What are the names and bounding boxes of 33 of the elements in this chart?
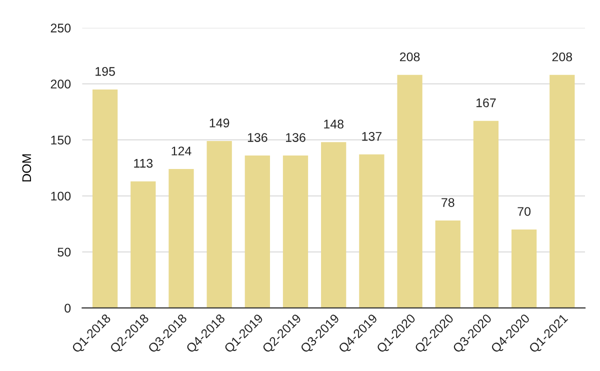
y-axis-title: DOM xyxy=(22,154,32,182)
y-tick-label: 100 xyxy=(51,192,71,201)
data-label: 208 xyxy=(400,52,420,62)
bar xyxy=(473,120,499,308)
y-tick-label: 200 xyxy=(50,80,71,88)
bar xyxy=(321,142,346,308)
bar xyxy=(359,154,384,308)
data-label: 137 xyxy=(362,132,382,141)
bar xyxy=(206,140,232,308)
bar xyxy=(130,181,156,308)
y-tick-label: 0 xyxy=(64,304,71,313)
bar xyxy=(282,156,308,308)
bar xyxy=(168,169,194,308)
bar xyxy=(550,74,575,308)
data-label: 113 xyxy=(134,158,153,168)
data-label: 136 xyxy=(286,133,306,142)
y-tick-label: 150 xyxy=(51,136,71,145)
data-label: 70 xyxy=(518,207,531,216)
y-tick-label: 250 xyxy=(50,24,71,32)
bar xyxy=(397,74,422,308)
data-label: 78 xyxy=(442,198,454,207)
data-label: 208 xyxy=(552,52,572,62)
data-label: 167 xyxy=(476,98,496,108)
y-tick-label: 50 xyxy=(58,248,71,257)
bar xyxy=(511,230,537,308)
bar xyxy=(244,156,270,308)
data-label: 124 xyxy=(172,146,192,156)
data-label: 149 xyxy=(210,118,230,128)
bar xyxy=(92,89,118,308)
data-label: 136 xyxy=(248,133,268,142)
data-label: 195 xyxy=(96,67,115,76)
data-label: 148 xyxy=(324,120,344,129)
bar xyxy=(435,220,460,308)
